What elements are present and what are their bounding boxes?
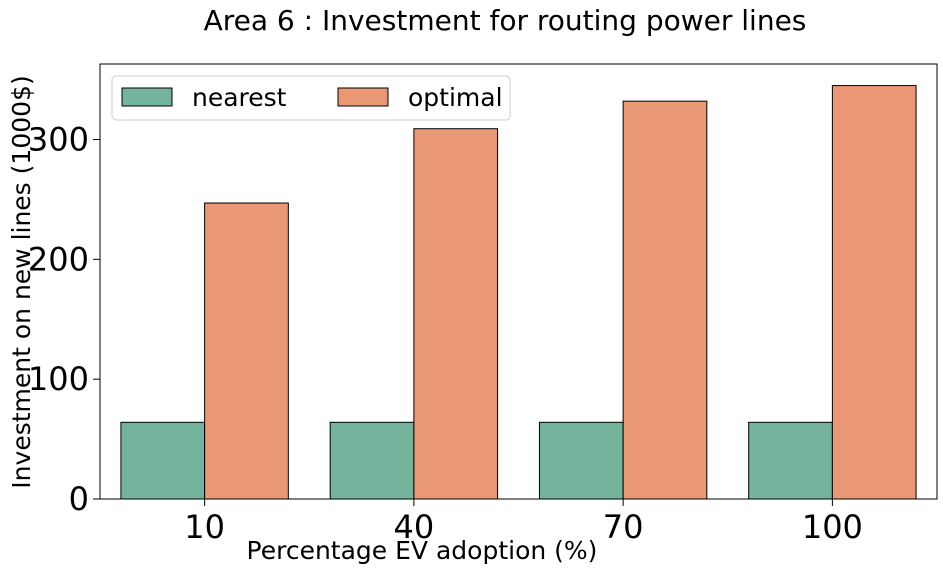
legend-frame <box>111 75 511 121</box>
legend-label-optimal: optimal <box>408 83 503 112</box>
x-tick-label: 100 <box>802 508 863 546</box>
legend-swatch-optimal <box>337 87 389 107</box>
bar-nearest-40 <box>329 421 415 500</box>
y-axis-label: Investment on new lines (1000$) <box>7 75 36 488</box>
x-tick-label: 40 <box>394 508 435 546</box>
bar-optimal-10 <box>204 202 289 500</box>
x-axis: 10 40 70 100 <box>184 499 863 546</box>
y-axis: 0 100 200 300 <box>28 120 100 518</box>
x-tick-label: 10 <box>184 508 225 546</box>
bar-nearest-10 <box>120 421 206 500</box>
plot-frame <box>99 63 938 500</box>
bar-nearest-100 <box>748 421 833 500</box>
legend: nearest optimal <box>111 75 511 121</box>
bar-optimal-70 <box>622 100 708 500</box>
bar-optimal-100 <box>831 85 917 500</box>
y-tick-label: 100 <box>28 360 89 398</box>
bars-group <box>120 85 917 500</box>
bar-nearest-70 <box>538 421 624 500</box>
legend-swatch-nearest <box>121 87 173 107</box>
x-tick-label: 70 <box>603 508 644 546</box>
y-tick-label: 300 <box>28 120 89 158</box>
legend-label-nearest: nearest <box>192 83 287 112</box>
chart-title: Area 6 : Investment for routing power li… <box>204 4 807 37</box>
y-tick-label: 200 <box>28 240 89 278</box>
bar-optimal-40 <box>413 128 499 500</box>
y-tick-label: 0 <box>69 480 89 518</box>
x-axis-label: Percentage EV adoption (%) <box>247 536 598 565</box>
